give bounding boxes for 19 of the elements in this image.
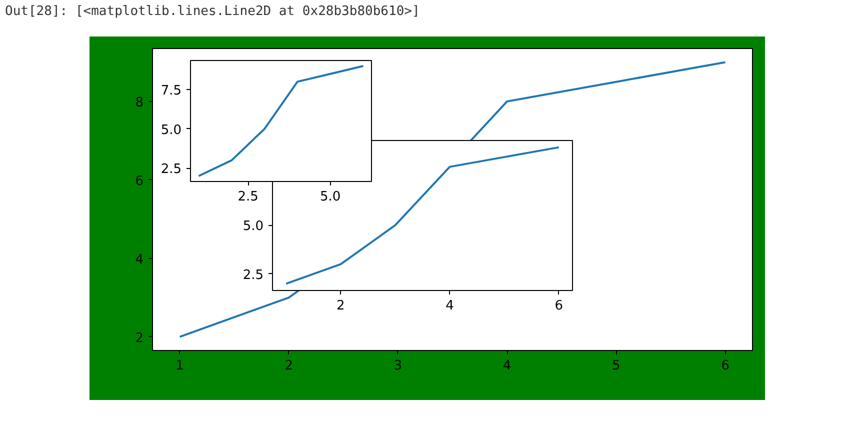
- line-series: [285, 146, 560, 285]
- x-tick-label: 5: [612, 358, 620, 374]
- y-tick-label: 7.5: [160, 84, 182, 99]
- y-tick-label: 8: [135, 95, 144, 110]
- x-tick-label: 1: [176, 358, 184, 374]
- y-tick-label: 6: [135, 174, 144, 189]
- y-tick-label: 5.0: [160, 122, 182, 138]
- x-tick-label: 6: [721, 358, 730, 374]
- x-tick-label: 6: [554, 298, 564, 314]
- x-tick-label: 4: [502, 358, 512, 374]
- y-tick-label: 2.5: [160, 162, 182, 178]
- line-series: [198, 65, 364, 177]
- x-tick-label: 4: [446, 298, 454, 314]
- x-tick-label: 2: [336, 298, 345, 314]
- x-tick-label: 3: [394, 358, 402, 374]
- text: Out[28]: [<matplotlib.lines.Line2D at 0x28b3b80b610>]: [5, 3, 420, 21]
- y-tick-label: 4: [135, 252, 144, 268]
- x-tick-label: 2: [284, 358, 294, 374]
- y-tick-label: 2: [135, 330, 144, 346]
